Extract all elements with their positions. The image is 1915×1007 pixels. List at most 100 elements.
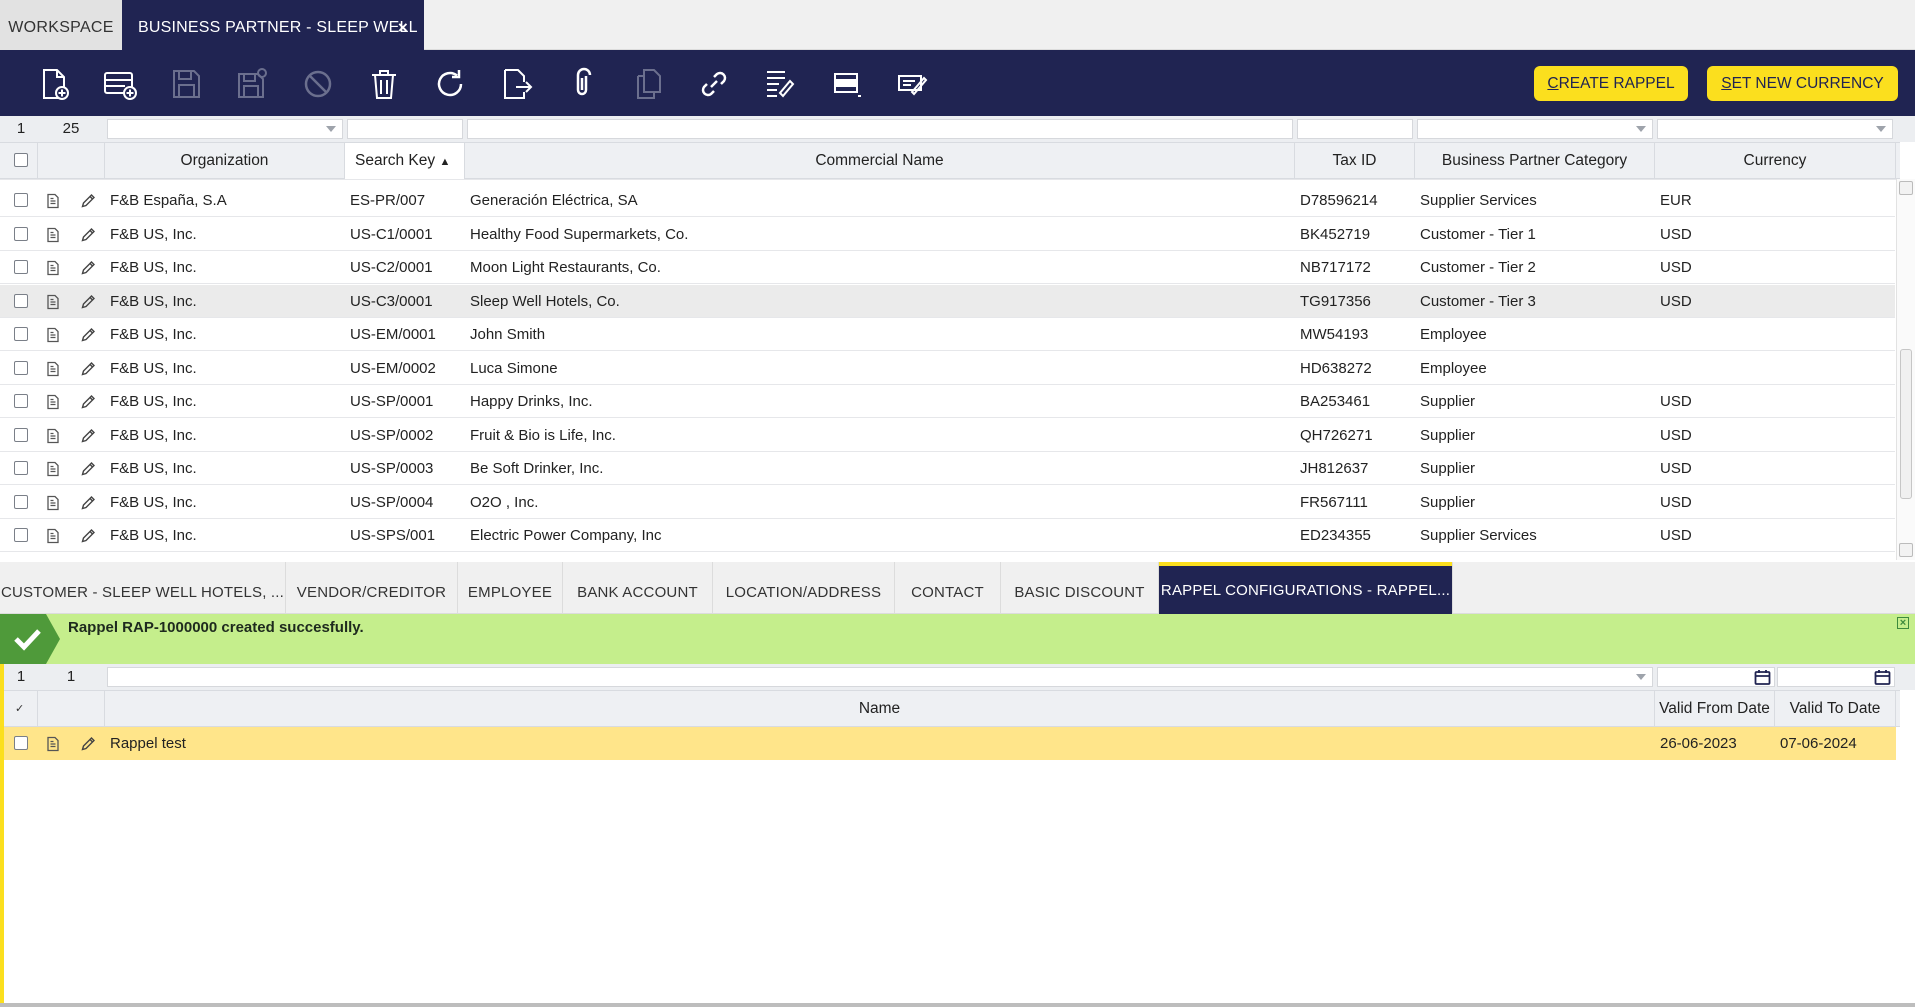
scroll-down-icon[interactable] [1899,543,1913,557]
chevron-down-icon[interactable] [326,126,336,132]
table-row[interactable]: F&B US, Inc. US-SP/0004 O2O , Inc. FR567111… [0,485,1895,519]
edit-icon[interactable] [80,361,96,377]
open-form-icon[interactable] [45,361,61,377]
save-icon[interactable] [168,66,204,102]
edit-icon[interactable] [80,495,96,511]
export-icon[interactable] [498,66,534,102]
edit-icon[interactable] [80,528,96,544]
edit-icon[interactable] [80,394,96,410]
filter-bp-category[interactable] [1417,119,1653,139]
table-row[interactable]: F&B US, Inc. US-EM/0002 Luca Simone HD63827… [0,351,1895,385]
open-form-icon[interactable] [45,327,61,343]
copy-record-icon[interactable] [630,66,666,102]
column-valid-from[interactable]: Valid From Date [1655,691,1775,727]
delete-icon[interactable] [366,66,402,102]
filter-organization[interactable] [107,119,343,139]
grid-scrollbar[interactable] [1896,179,1915,560]
filter-name[interactable] [107,667,1653,687]
subtab-customer[interactable]: CUSTOMER - SLEEP WELL HOTELS, ... [0,562,286,614]
row-checkbox[interactable] [14,226,28,241]
row-checkbox[interactable] [14,360,28,375]
select-all-checkmark-icon[interactable]: ✓ [15,703,25,715]
edit-icon[interactable] [80,260,96,276]
filter-commercial-name[interactable] [467,119,1293,139]
row-checkbox[interactable] [14,293,28,308]
subtab-location-address[interactable]: LOCATION/ADDRESS [713,562,895,614]
open-form-icon[interactable] [45,193,61,209]
edit-icon[interactable] [80,428,96,444]
column-tax-id[interactable]: Tax ID [1295,143,1415,179]
column-name[interactable]: Name [105,691,1655,727]
undo-icon[interactable] [300,66,336,102]
filter-currency[interactable] [1657,119,1893,139]
column-search-key[interactable]: Search Key ▲ [345,143,465,179]
column-organization[interactable]: Organization [105,143,345,179]
table-row[interactable]: F&B US, Inc. US-SP/0003 Be Soft Drinker, I… [0,452,1895,485]
filter-search-key[interactable] [347,119,463,139]
close-message-icon[interactable]: × [1897,617,1909,629]
table-row[interactable]: F&B US, Inc. US-SP/0002 Fruit & Bio is Lif… [0,418,1895,452]
table-row[interactable]: Rappel test 26-06-2023 07-06-2024 [0,727,1896,760]
open-form-icon[interactable] [45,227,61,243]
open-form-icon[interactable] [45,260,61,276]
edit-icon[interactable] [80,193,96,209]
table-row[interactable]: F&B US, Inc. US-C1/0001 Healthy Food Super… [0,217,1895,251]
open-form-icon[interactable] [45,495,61,511]
open-form-icon[interactable] [45,528,61,544]
tab-business-partner[interactable]: BUSINESS PARTNER - SLEEP WELL ... × [122,0,424,92]
edit-icon[interactable] [80,327,96,343]
close-tab-icon[interactable]: × [397,18,408,37]
subtab-employee[interactable]: EMPLOYEE [458,562,563,614]
open-form-icon[interactable] [45,394,61,410]
column-valid-to[interactable]: Valid To Date [1775,691,1896,727]
row-checkbox[interactable] [14,327,28,341]
table-row[interactable]: F&B US, Inc. US-SP/0001 Happy Drinks, Inc.… [0,385,1895,418]
chevron-down-icon[interactable] [1636,674,1646,680]
new-row-icon[interactable] [102,66,138,102]
subtab-contact[interactable]: CONTACT [895,562,1001,614]
edit-icon[interactable] [80,461,96,477]
set-new-currency-button[interactable]: SET NEW CURRENCY [1707,66,1898,101]
chevron-down-icon[interactable] [1636,126,1646,132]
row-checkbox[interactable] [14,736,28,750]
form-view-icon[interactable] [828,66,864,102]
table-row[interactable]: F&B US, Inc. US-EM/0001 John Smith MW54193 E… [0,318,1895,351]
scroll-up-icon[interactable] [1899,181,1913,195]
tab-workspace[interactable]: WORKSPACE [0,0,122,50]
calendar-icon[interactable] [1874,669,1891,691]
open-form-icon[interactable] [45,736,61,752]
row-checkbox[interactable] [14,193,28,207]
filter-tax-id[interactable] [1297,119,1413,139]
subtab-basic-discount[interactable]: BASIC DISCOUNT [1001,562,1159,614]
row-checkbox[interactable] [14,260,28,274]
row-checkbox[interactable] [14,528,28,542]
edit-icon[interactable] [80,736,96,752]
open-form-icon[interactable] [45,294,61,310]
row-checkbox[interactable] [14,494,28,509]
create-rappel-button[interactable]: CREATE RAPPEL [1534,66,1688,101]
subtab-bank-account[interactable]: BANK ACCOUNT [563,562,713,614]
open-form-icon[interactable] [45,428,61,444]
filter-valid-to[interactable] [1777,667,1895,687]
edit-icon[interactable] [80,227,96,243]
column-currency[interactable]: Currency [1655,143,1896,179]
row-checkbox[interactable] [14,427,28,442]
open-form-icon[interactable] [45,461,61,477]
table-row[interactable]: F&B US, Inc. US-SPS/001 Electric Power Com… [0,519,1895,552]
attachment-icon[interactable] [564,66,600,102]
edit-icon[interactable] [80,294,96,310]
table-row[interactable]: F&B España, S.A ES-PR/007 Generación Eléct… [0,184,1895,217]
column-bp-category[interactable]: Business Partner Category [1415,143,1655,179]
table-row[interactable]: F&B US, Inc. US-C2/0001 Moon Light Restaur… [0,251,1895,284]
link-icon[interactable] [696,66,732,102]
row-checkbox[interactable] [14,461,28,475]
subtab-vendor-creditor[interactable]: VENDOR/CREDITOR [286,562,458,614]
subtab-rappel-configurations[interactable]: RAPPEL CONFIGURATIONS - RAPPEL... [1159,562,1453,614]
new-document-icon[interactable] [36,66,72,102]
table-row[interactable]: F&B US, Inc. US-C3/0001 Sleep Well Hotels,… [0,284,1895,318]
refresh-icon[interactable] [432,66,468,102]
notes-icon[interactable] [894,66,930,102]
calendar-icon[interactable] [1754,669,1771,691]
filter-valid-from[interactable] [1657,667,1775,687]
save-close-icon[interactable] [234,66,270,102]
